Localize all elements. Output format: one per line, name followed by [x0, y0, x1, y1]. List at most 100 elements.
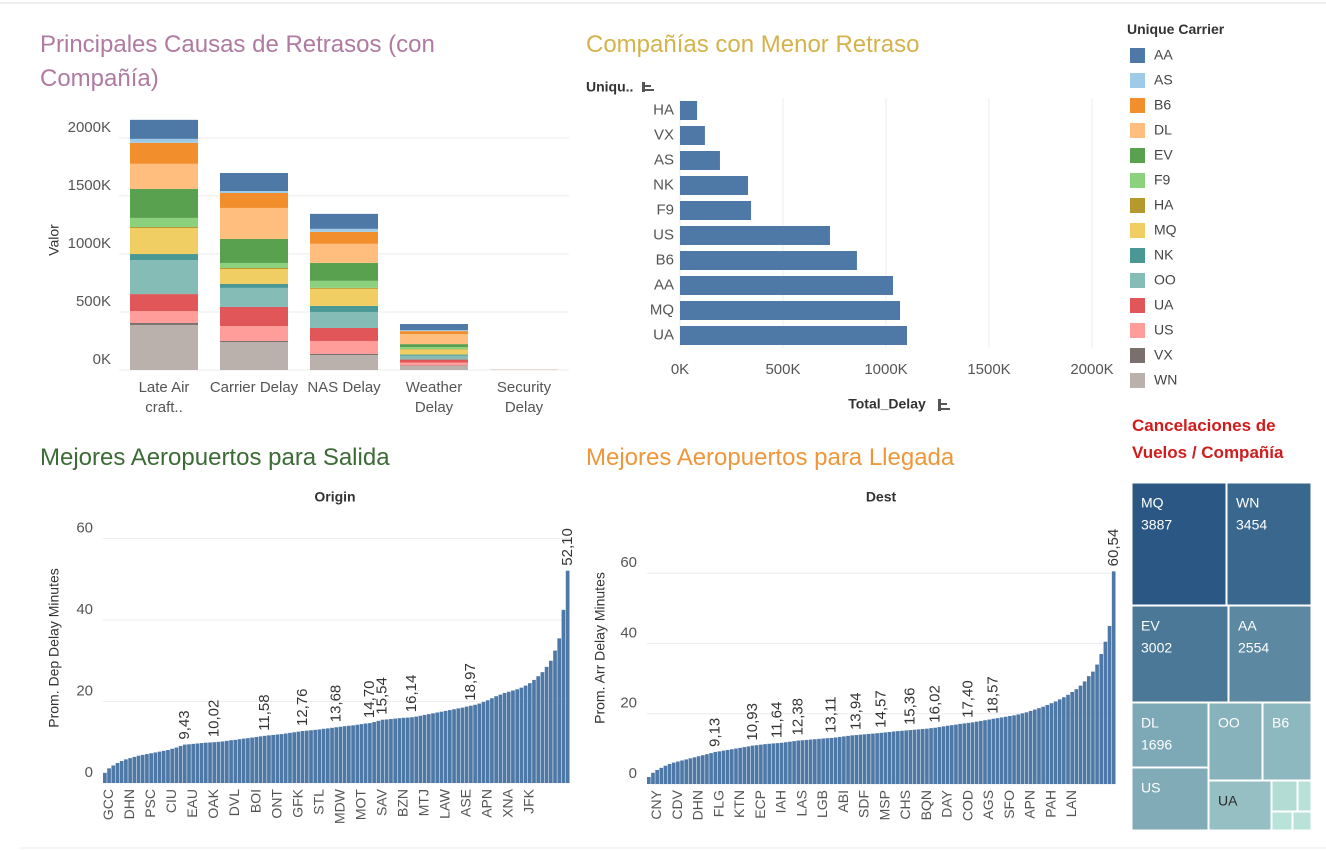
bar [808, 739, 813, 784]
bar [920, 729, 925, 784]
bar [140, 754, 145, 783]
bar-segment [400, 355, 468, 360]
x-tick-label: Late Air craft.. [138, 379, 190, 416]
bar-segment [310, 228, 378, 232]
bar-segment [310, 243, 378, 263]
y-tick-label: AS [654, 151, 674, 168]
x-tick-label: XNA [500, 788, 516, 817]
bar [380, 719, 385, 783]
bar [676, 761, 680, 784]
bar [317, 729, 322, 783]
x-tick-label: LAW [437, 788, 453, 819]
y-tick-label: AA [654, 276, 674, 293]
bar [759, 744, 763, 784]
bar [338, 726, 343, 783]
bar [1086, 676, 1091, 784]
bar [651, 772, 655, 784]
bar [410, 717, 414, 783]
y-header: Uniqu.. [586, 79, 633, 95]
bar-segment [220, 340, 288, 343]
bar [879, 732, 884, 784]
bar [900, 730, 904, 784]
y-tick-label: HA [653, 101, 674, 118]
bar [987, 719, 991, 784]
bar [199, 743, 204, 783]
chart-title: Cancelaciones de Vuelos / Compañía [1132, 416, 1284, 462]
bar [854, 735, 859, 784]
legend-swatch [1130, 123, 1145, 138]
bar [983, 720, 987, 784]
bar [536, 676, 541, 783]
bar [1003, 716, 1008, 784]
bar [254, 736, 259, 783]
bar [405, 717, 410, 783]
bar [300, 731, 305, 783]
bar [688, 758, 693, 784]
legend-swatch [1130, 148, 1145, 163]
x-tick-label: NAS Delay [307, 379, 381, 396]
bar [376, 720, 381, 783]
bar [775, 743, 780, 784]
bar [684, 759, 689, 784]
bar [128, 758, 132, 783]
bar [250, 737, 254, 783]
legend-swatch [1130, 48, 1145, 63]
bar [1103, 641, 1108, 784]
bar [721, 750, 726, 784]
bar [680, 151, 720, 170]
bar [817, 738, 821, 784]
chart-header: Dest [866, 489, 897, 505]
legend-label: F9 [1154, 172, 1171, 188]
bar [262, 735, 267, 783]
bar [1032, 709, 1037, 784]
bar [974, 721, 979, 784]
bar [136, 755, 141, 783]
data-label: 18,57 [985, 676, 1002, 714]
bar [258, 736, 263, 783]
bar [271, 734, 275, 783]
cell-value: 1696 [1141, 737, 1172, 753]
bar-segment [130, 119, 198, 139]
bar [916, 729, 921, 784]
bar [477, 703, 482, 783]
bar [296, 731, 301, 783]
bar [887, 732, 892, 784]
bar [355, 724, 360, 783]
data-label: 14,57 [872, 690, 889, 728]
legend-label: WN [1154, 372, 1177, 388]
bar [527, 683, 532, 783]
treemap-cell [1226, 482, 1312, 606]
bar-segment [400, 331, 468, 335]
x-tick-label: 2000K [1070, 361, 1113, 378]
bar-segment [130, 163, 198, 189]
sort-icon [938, 399, 950, 411]
bar [132, 756, 137, 783]
treemap-cell [1271, 780, 1298, 812]
bar [705, 754, 709, 784]
x-tick-label: OAK [205, 788, 221, 818]
bar [929, 728, 933, 784]
x-tick-label: SFO [1001, 790, 1017, 819]
data-label: 9,13 [706, 718, 723, 747]
bar [937, 727, 942, 784]
bar-segment [310, 213, 378, 229]
x-tick-label: BZN [395, 789, 411, 817]
bar [325, 728, 330, 783]
bar [203, 742, 208, 783]
bar [241, 738, 246, 783]
x-tick-label: ASE [458, 789, 474, 817]
x-tick-label: PAH [1042, 790, 1058, 818]
data-label: 15,36 [902, 687, 919, 725]
bar-segment [310, 311, 378, 328]
y-tick-label: B6 [656, 251, 674, 268]
bar [187, 744, 191, 783]
bar-segment [130, 260, 198, 295]
bar [962, 723, 967, 784]
bar [485, 700, 490, 783]
bar-segment [310, 353, 378, 356]
bar [422, 714, 427, 783]
legend-label: AA [1154, 47, 1173, 63]
bar-segment [400, 324, 468, 331]
bar [1008, 716, 1012, 784]
legend-label: NK [1154, 247, 1174, 263]
